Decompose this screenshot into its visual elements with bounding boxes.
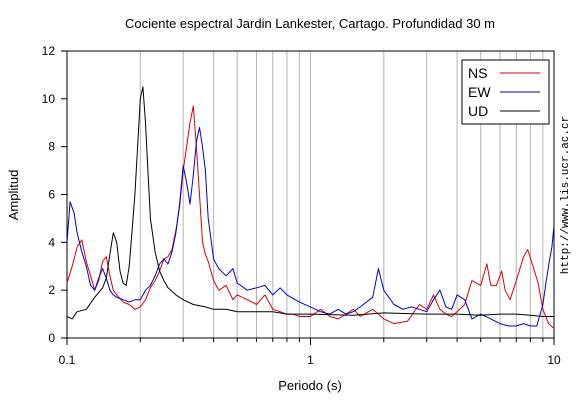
y-tick-label: 0	[48, 331, 55, 345]
y-tick-label: 4	[48, 235, 55, 249]
y-tick-label: 8	[48, 140, 55, 154]
series-layer	[66, 86, 555, 329]
series-line-ns	[66, 105, 555, 329]
y-tick-label: 12	[42, 44, 56, 58]
x-axis-title: Periodo (s)	[278, 378, 342, 393]
y-tick-label: 10	[42, 92, 56, 106]
grid	[139, 51, 544, 338]
credit-url: http://www.lis.ucr.ac.cr	[560, 116, 572, 274]
x-tick-label: 1	[307, 353, 314, 367]
legend-label-ud: UD	[468, 103, 488, 119]
x-tick-label: 0.1	[59, 353, 76, 367]
ticks: 0 2 4 6 8 10 12 0.1 1 10	[42, 44, 561, 367]
chart-title: Cociente espectral Jardin Lankester, Car…	[125, 16, 495, 31]
series-line-ud	[66, 86, 554, 320]
y-tick-label: 2	[48, 283, 55, 297]
legend: NS EW UD	[461, 59, 550, 125]
series-line-ew	[66, 127, 555, 327]
x-tick-label: 10	[547, 353, 561, 367]
legend-label-ew: EW	[468, 84, 491, 100]
y-tick-label: 6	[48, 188, 55, 202]
legend-label-ns: NS	[468, 65, 487, 81]
y-axis-title: Amplitud	[6, 170, 21, 221]
